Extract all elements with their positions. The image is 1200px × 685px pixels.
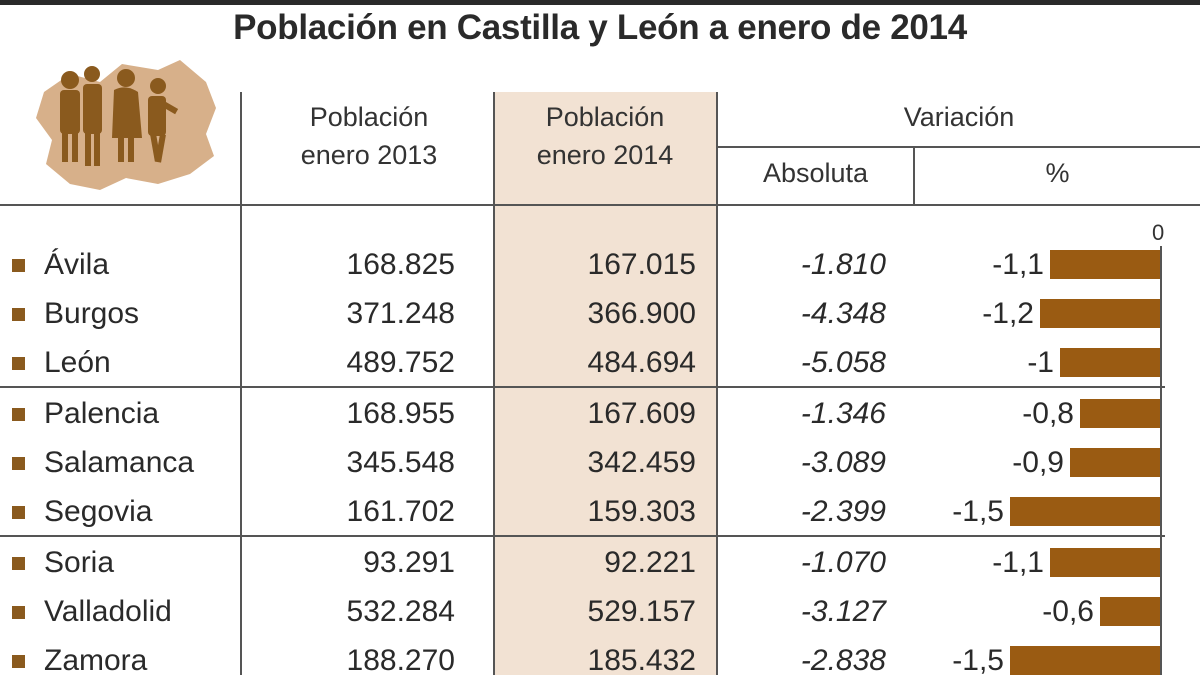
province-name: Soria (44, 546, 115, 579)
percent-label: -1,1 (992, 248, 1044, 281)
pop-2013-value: 168.955 (346, 397, 455, 430)
pop-2014-value: 167.609 (587, 397, 696, 430)
province-name: Segovia (44, 495, 153, 528)
percent-bar (1010, 497, 1160, 526)
table-row: Ávila 168.825 167.015 -1.810 -1,1 (0, 240, 1200, 289)
header-pop-2014-line1: Población (545, 102, 665, 132)
pop-2013-value: 489.752 (346, 346, 455, 379)
table-row: Salamanca 345.548 342.459 -3.089 -0,9 (0, 438, 1200, 487)
pop-2014-value: 185.432 (587, 644, 696, 677)
table-row: León 489.752 484.694 -5.058 -1 (0, 338, 1200, 387)
pop-2014-value: 529.157 (587, 595, 696, 628)
absolute-variation-value: -5.058 (800, 346, 886, 379)
divider-h-group-1 (0, 386, 1165, 388)
divider-v-2 (493, 92, 495, 675)
province-name: Ávila (44, 248, 110, 281)
absolute-variation-value: -3.127 (800, 595, 886, 628)
header-absolute: Absoluta (762, 158, 869, 188)
table-row: Palencia 168.955 167.609 -1.346 -0,8 (0, 389, 1200, 438)
pop-2014-value: 484.694 (587, 346, 696, 379)
percent-bar (1060, 348, 1160, 377)
row-bullet (12, 506, 25, 519)
header-pop-2014-line2: enero 2014 (536, 140, 674, 170)
divider-v-4 (913, 148, 915, 204)
absolute-variation-value: -2.838 (800, 644, 886, 677)
percent-bar (1100, 597, 1160, 626)
header-pop-2013-line2: enero 2013 (300, 140, 438, 170)
percent-label: -0,8 (1022, 397, 1074, 430)
row-bullet (12, 259, 25, 272)
header-pop-2013: Población enero 2013 (245, 98, 493, 174)
divider-v-3 (716, 92, 718, 675)
header-variation: Variación (903, 102, 1015, 132)
percent-bar (1050, 548, 1160, 577)
absolute-variation-value: -2.399 (800, 495, 886, 528)
table-row: Zamora 188.270 185.432 -2.838 -1,5 (0, 636, 1200, 685)
pop-2013-value: 93.291 (363, 546, 455, 579)
province-name: Burgos (44, 297, 140, 330)
divider-v-1 (240, 92, 242, 675)
percent-bar (1080, 399, 1160, 428)
province-name: Zamora (44, 644, 148, 677)
percent-label: -1 (1027, 346, 1054, 379)
pop-2014-value: 342.459 (587, 446, 696, 479)
table-row: Burgos 371.248 366.900 -4.348 -1,2 (0, 289, 1200, 338)
row-bullet (12, 408, 25, 421)
percent-label: -1,1 (992, 546, 1044, 579)
absolute-variation-value: -1.810 (800, 248, 886, 281)
pop-2014-value: 167.015 (587, 248, 696, 281)
header-pop-2013-line1: Población (309, 102, 429, 132)
absolute-variation-value: -1.070 (800, 546, 886, 579)
header-pop-2014: Población enero 2014 (494, 98, 716, 174)
divider-h-header (0, 204, 1200, 206)
province-name: Palencia (44, 397, 160, 430)
row-bullet (12, 308, 25, 321)
highlight-column-2014 (494, 92, 716, 675)
percent-bar (1070, 448, 1160, 477)
absolute-variation-value: -4.348 (800, 297, 886, 330)
row-bullet (12, 457, 25, 470)
pop-2014-value: 92.221 (604, 546, 696, 579)
percent-label: -1,5 (952, 644, 1004, 677)
table-row: Soria 93.291 92.221 -1.070 -1,1 (0, 538, 1200, 587)
absolute-variation-value: -3.089 (800, 446, 886, 479)
header-percent: % (1045, 158, 1070, 188)
pop-2014-value: 159.303 (587, 495, 696, 528)
row-bullet (12, 606, 25, 619)
percent-label: -0,6 (1042, 595, 1094, 628)
percent-label: -1,2 (982, 297, 1034, 330)
chart-title: Población en Castilla y León a enero de … (233, 8, 967, 47)
percent-bar (1040, 299, 1160, 328)
province-name: León (44, 346, 111, 379)
pop-2014-value: 366.900 (587, 297, 696, 330)
percent-label: -0,9 (1012, 446, 1064, 479)
divider-h-group-2 (0, 535, 1165, 537)
row-bullet (12, 655, 25, 668)
table-row: Valladolid 532.284 529.157 -3.127 -0,6 (0, 587, 1200, 636)
row-bullet (12, 357, 25, 370)
pop-2013-value: 188.270 (346, 644, 455, 677)
pop-2013-value: 371.248 (346, 297, 455, 330)
divider-h-variation (716, 146, 1200, 148)
pop-2013-value: 532.284 (346, 595, 455, 628)
percent-bar (1050, 250, 1160, 279)
percent-bar (1010, 646, 1160, 675)
bar-axis-zero-label: 0 (1152, 220, 1165, 245)
table-row: Segovia 161.702 159.303 -2.399 -1,5 (0, 487, 1200, 536)
province-name: Salamanca (44, 446, 195, 479)
pop-2013-value: 161.702 (346, 495, 455, 528)
pop-2013-value: 345.548 (346, 446, 455, 479)
row-bullet (12, 557, 25, 570)
percent-label: -1,5 (952, 495, 1004, 528)
top-rule (0, 0, 1200, 5)
people-map-icon (36, 60, 216, 190)
pop-2013-value: 168.825 (346, 248, 455, 281)
absolute-variation-value: -1.346 (800, 397, 886, 430)
province-name: Valladolid (44, 595, 172, 628)
bar-zero-axis (1160, 246, 1162, 675)
